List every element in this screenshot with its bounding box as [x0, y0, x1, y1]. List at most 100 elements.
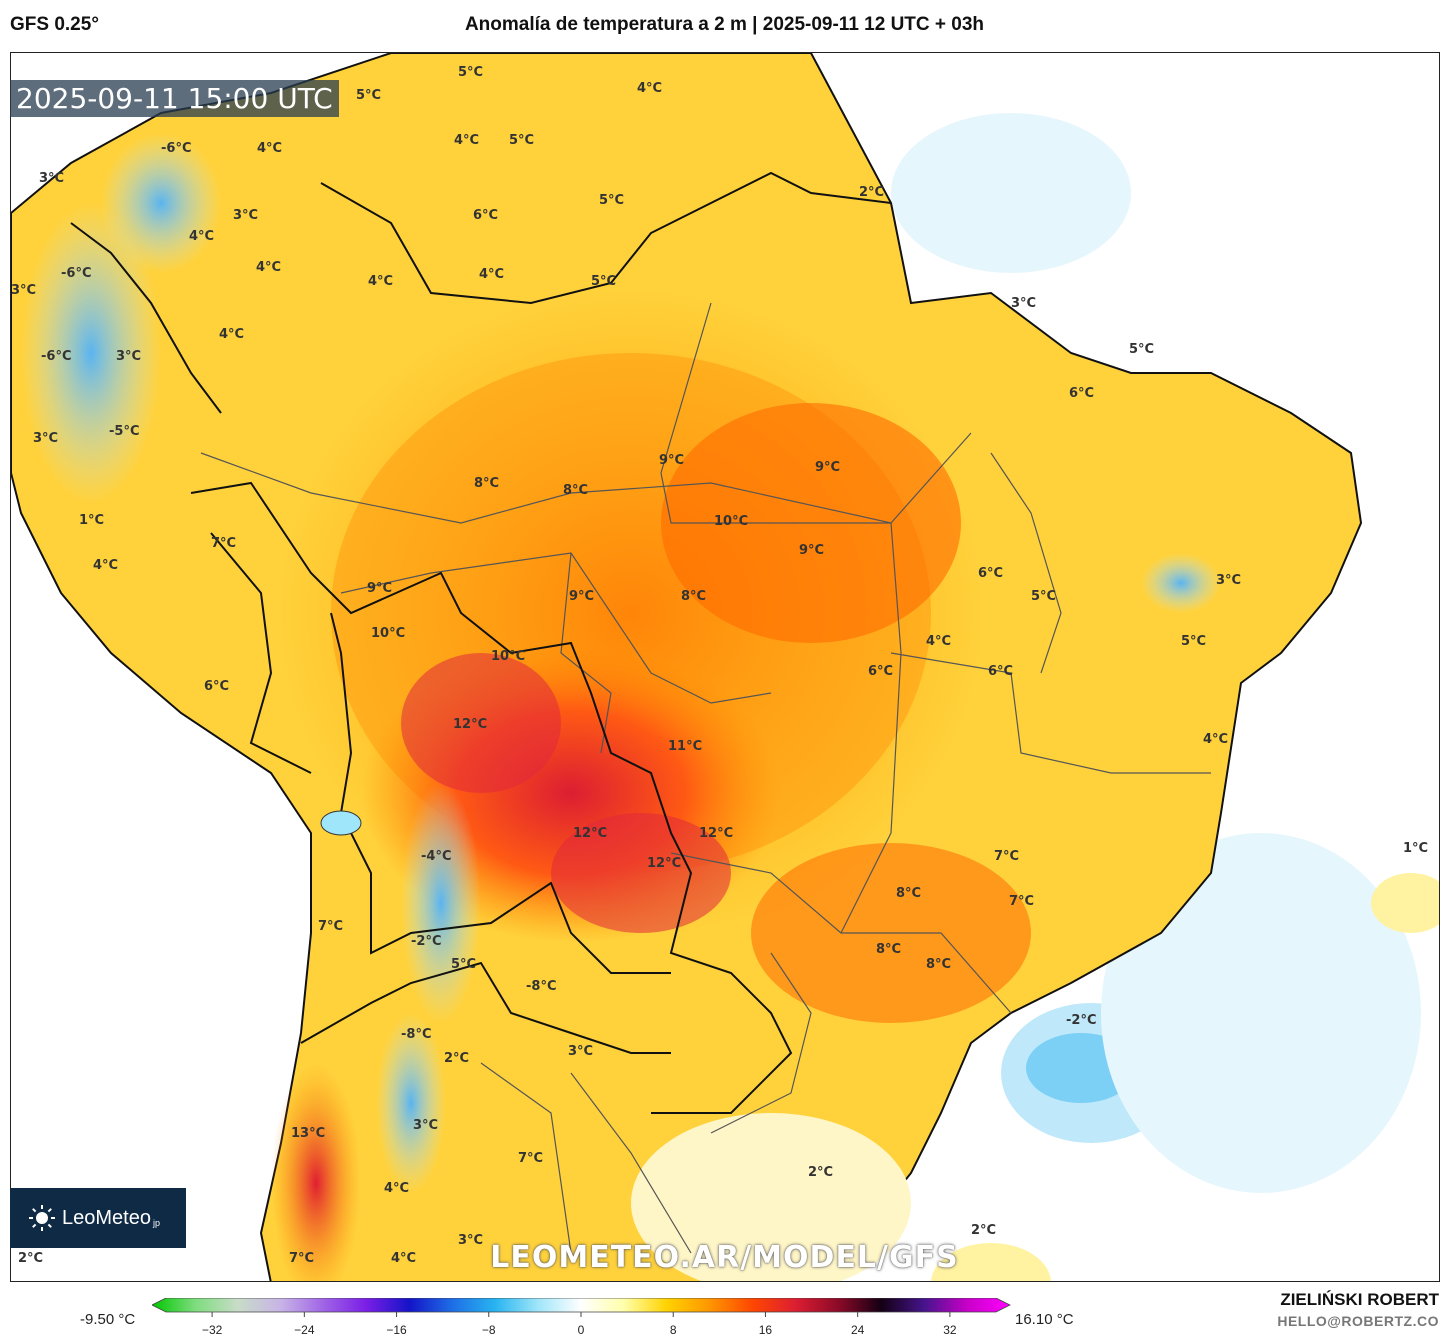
temp-label: 3°C — [413, 1118, 439, 1133]
lake-titicaca — [320, 810, 362, 836]
temp-label: 10°C — [714, 514, 749, 529]
temp-label: 8°C — [926, 957, 952, 972]
temp-label: 5°C — [1129, 342, 1155, 357]
temp-label: 7°C — [211, 536, 237, 551]
colorbar-max-label: 16.10 °C — [1015, 1311, 1074, 1328]
temp-label: 4°C — [384, 1181, 410, 1196]
watermark-url: LEOMETEO.AR/MODEL/GFS — [490, 1240, 959, 1275]
temp-label: 11°C — [668, 739, 703, 754]
temp-label: 7°C — [994, 849, 1020, 864]
temp-label: 2°C — [859, 185, 885, 200]
temp-label: -6°C — [41, 349, 72, 364]
temp-label: 8°C — [896, 886, 922, 901]
temp-label: 6°C — [1069, 386, 1095, 401]
temp-label: 3°C — [11, 283, 37, 298]
temp-label: 5°C — [1181, 634, 1207, 649]
sun-icon — [29, 1205, 55, 1231]
temp-label: 10°C — [491, 649, 526, 664]
temp-label: 2°C — [18, 1251, 44, 1266]
temp-label: 2°C — [971, 1223, 997, 1238]
colorbar-tick-label: −16 — [386, 1323, 407, 1337]
temp-label: 5°C — [451, 957, 477, 972]
leometeo-logo: LeoMeteo jp — [10, 1188, 186, 1248]
temp-label: 12°C — [699, 826, 734, 841]
temp-label: 7°C — [1009, 894, 1035, 909]
colorbar-tick-label: 16 — [758, 1323, 773, 1337]
temp-label: 5°C — [356, 88, 382, 103]
temp-label: 6°C — [978, 566, 1004, 581]
temp-label: 5°C — [458, 65, 484, 80]
colorbar — [152, 1298, 1011, 1317]
temp-label: -2°C — [1066, 1013, 1097, 1028]
ocean-warm-south — [931, 1243, 1051, 1281]
temp-label: 8°C — [876, 942, 902, 957]
country-borders — [70, 171, 892, 1114]
temp-label: 2°C — [444, 1051, 470, 1066]
temp-label: 6°C — [988, 664, 1014, 679]
temp-label: 4°C — [454, 133, 480, 148]
temp-label: 4°C — [637, 81, 663, 96]
temp-label: 9°C — [659, 453, 685, 468]
temp-label: 7°C — [518, 1151, 544, 1166]
andes-cool-colombia — [101, 133, 221, 273]
temp-label: 3°C — [116, 349, 142, 364]
temp-label: 4°C — [368, 274, 394, 289]
hot-core-west — [401, 653, 561, 793]
temp-label: 5°C — [1031, 589, 1057, 604]
temp-label: 3°C — [1011, 296, 1037, 311]
temp-label: 1°C — [79, 513, 105, 528]
southern-pale-zone — [631, 1113, 911, 1281]
state-borders — [200, 302, 1211, 1254]
map-title: Anomalía de temperatura a 2 m | 2025-09-… — [464, 14, 985, 35]
colorbar-ticks — [211, 1312, 951, 1317]
temp-label: -6°C — [61, 266, 92, 281]
temp-label: 4°C — [926, 634, 952, 649]
ocean-pale-north — [891, 113, 1131, 273]
temp-label: 8°C — [681, 589, 707, 604]
author-credit: ZIELIŃSKI ROBERT — [1280, 1290, 1439, 1309]
northeast-cool-patch — [1141, 553, 1221, 613]
temp-label: 3°C — [1216, 573, 1242, 588]
temp-label: 6°C — [473, 208, 499, 223]
temp-label: -6°C — [161, 141, 192, 156]
temp-label: 8°C — [474, 476, 500, 491]
temp-label: 7°C — [289, 1251, 315, 1266]
temp-label: 4°C — [189, 229, 215, 244]
logo-suffix: jp — [152, 1218, 160, 1228]
colorbar-tick-label: 0 — [577, 1323, 585, 1337]
temp-label: -8°C — [526, 979, 557, 994]
temp-label: -5°C — [109, 424, 140, 439]
temp-label: 4°C — [256, 260, 282, 275]
temp-label: 3°C — [33, 431, 59, 446]
colorbar-tick-label: 8 — [669, 1323, 677, 1337]
temp-label: 10°C — [371, 626, 406, 641]
temp-label: -8°C — [401, 1027, 432, 1042]
temp-label: 9°C — [367, 581, 393, 596]
colorbar-strip — [152, 1298, 1011, 1313]
temp-label: 3°C — [458, 1233, 484, 1248]
hot-core-south — [551, 813, 731, 933]
map-layer — [11, 53, 1439, 1281]
temp-label: 4°C — [479, 267, 505, 282]
temp-label: 13°C — [291, 1126, 326, 1141]
temp-label: 6°C — [868, 664, 894, 679]
logo-text: LeoMeteo — [62, 1206, 151, 1229]
temp-label: 4°C — [391, 1251, 417, 1266]
temp-label: 5°C — [591, 274, 617, 289]
temp-label: 3°C — [39, 171, 65, 186]
temp-label: 3°C — [233, 208, 259, 223]
temp-label: -4°C — [421, 849, 452, 864]
temp-label: 9°C — [569, 589, 595, 604]
colorbar-tick-label: −32 — [201, 1323, 223, 1337]
temp-label: 7°C — [318, 919, 344, 934]
temp-label: 5°C — [599, 193, 625, 208]
andes-cool-north — [21, 203, 161, 503]
chile-hot-strip — [271, 1063, 361, 1281]
temp-label: 5°C — [509, 133, 535, 148]
temp-label: 6°C — [204, 679, 230, 694]
colorbar-tick-label: 24 — [850, 1323, 865, 1337]
temp-label: 1°C — [1403, 841, 1429, 856]
valid-time-badge: 2025-09-11 15:00 UTC — [10, 80, 339, 117]
colorbar-tick-label: −8 — [481, 1323, 496, 1337]
temp-label: -2°C — [411, 934, 442, 949]
